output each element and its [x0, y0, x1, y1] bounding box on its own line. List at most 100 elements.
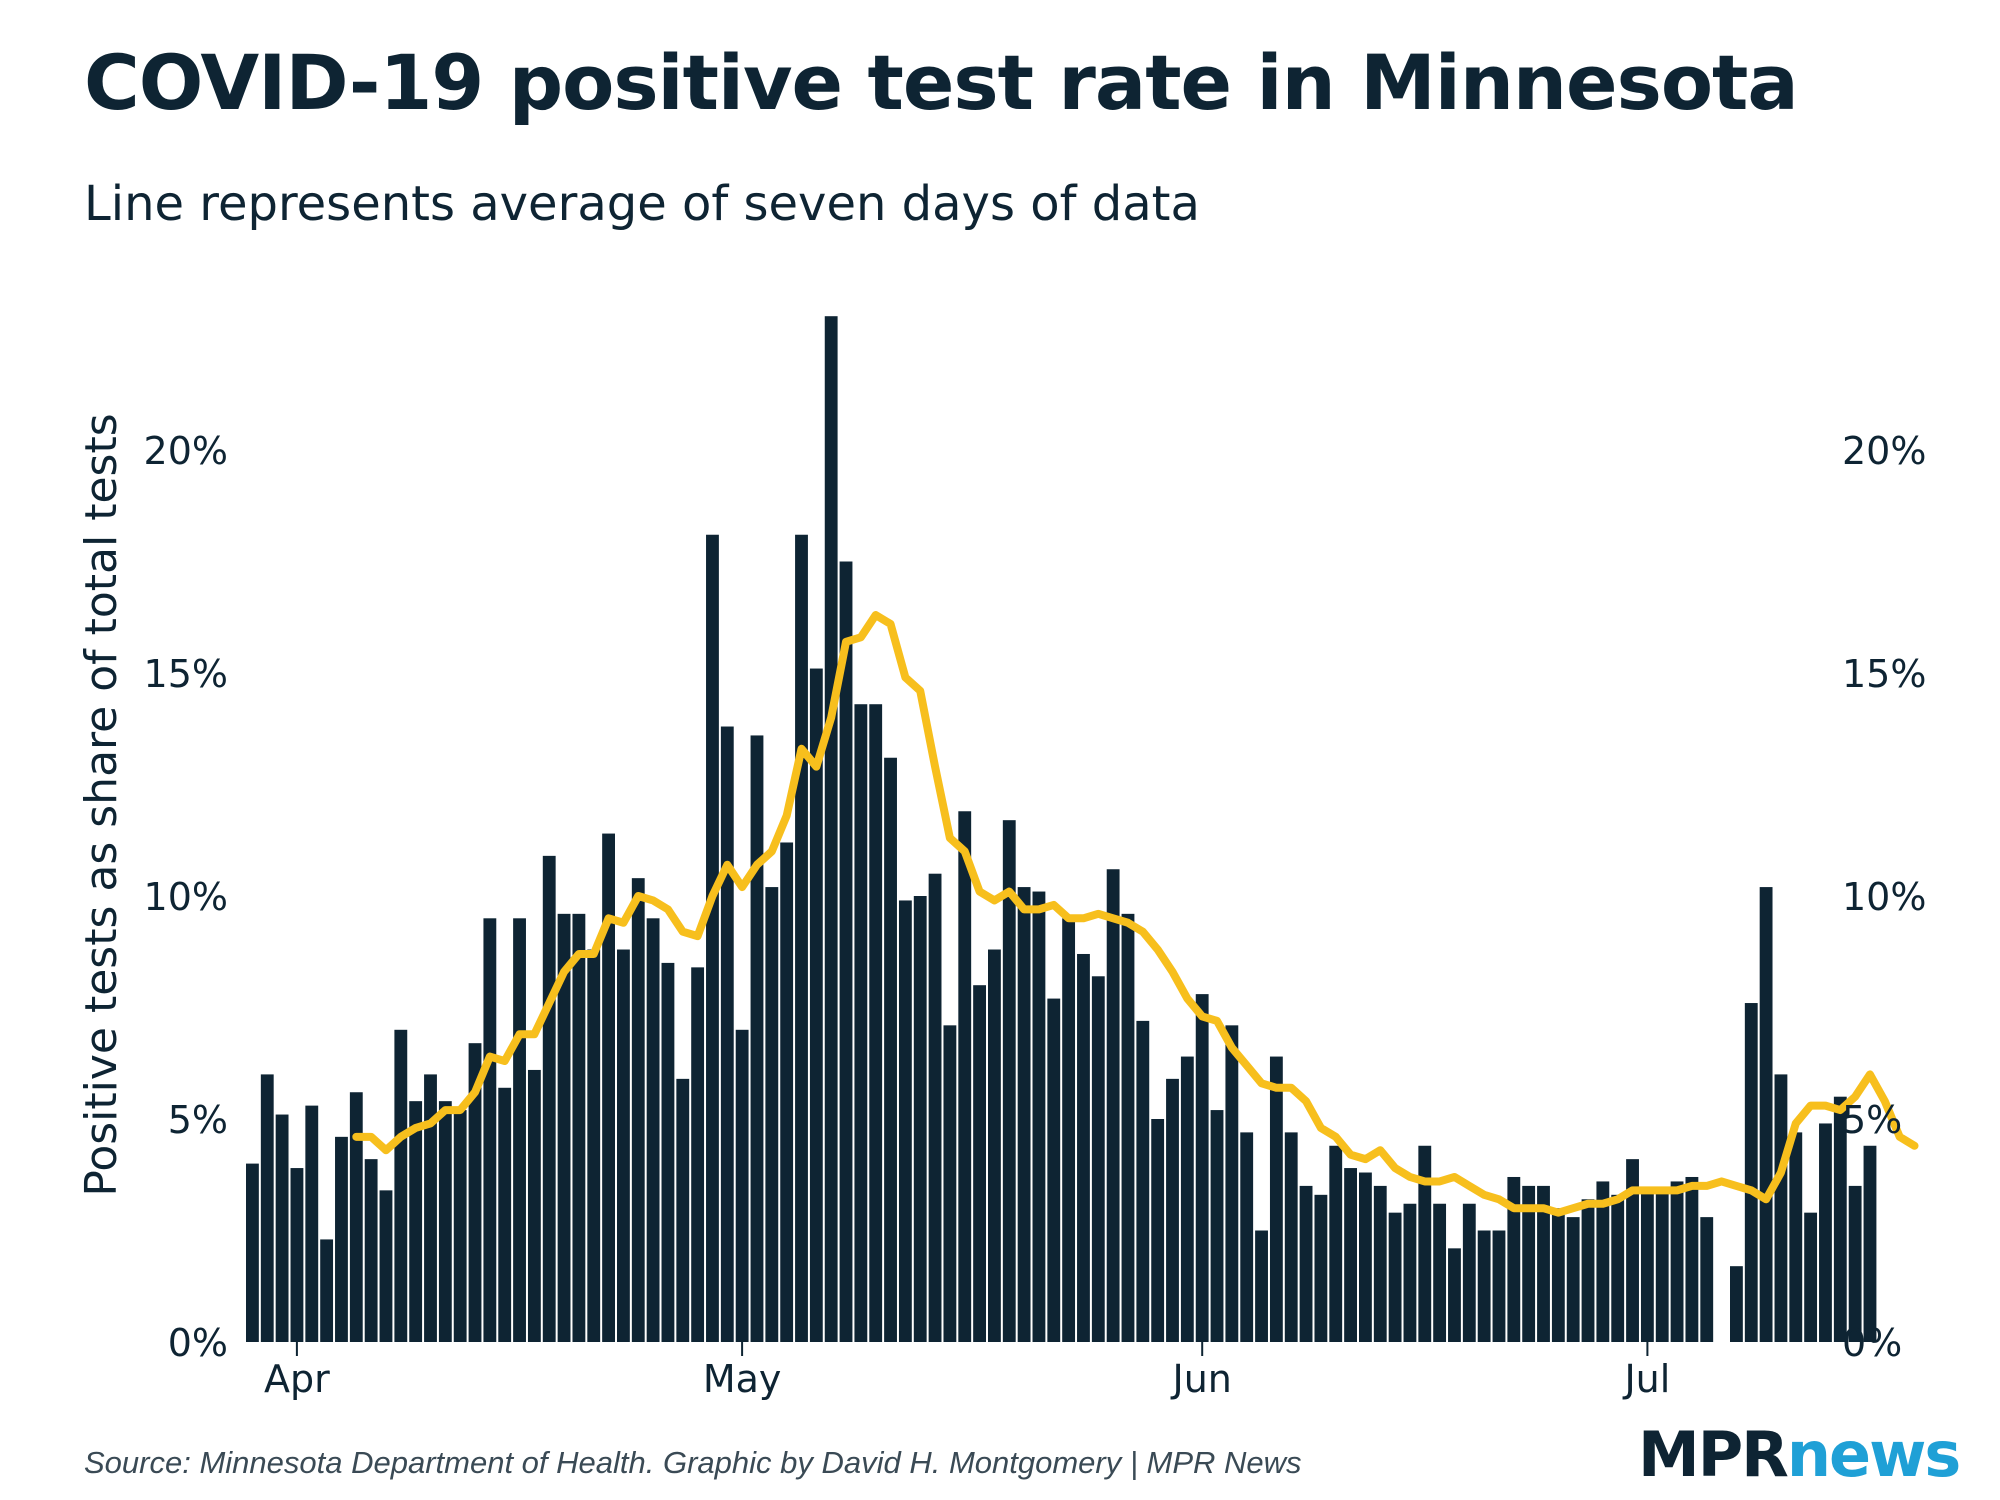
bar: [1403, 1203, 1417, 1342]
bar: [1062, 918, 1076, 1342]
bar: [617, 949, 630, 1342]
bar: [527, 1069, 541, 1342]
bar: [1774, 1074, 1788, 1342]
bar: [364, 1159, 378, 1342]
y-tick-label-left: 5%: [168, 1098, 228, 1142]
y-tick-label-left: 20%: [144, 429, 228, 473]
bar: [928, 873, 942, 1342]
bar: [1195, 994, 1209, 1342]
bar: [1047, 998, 1061, 1342]
bar: [1804, 1212, 1818, 1342]
y-tick-label-right: 15%: [1842, 652, 1926, 696]
bar: [349, 1092, 363, 1342]
bar: [1448, 1248, 1461, 1342]
bar: [1537, 1185, 1550, 1342]
bar: [1759, 887, 1773, 1342]
bar: [1002, 820, 1016, 1342]
bar: [498, 1087, 512, 1342]
bar: [1685, 1176, 1699, 1342]
bar: [1596, 1181, 1610, 1342]
bar: [1730, 1266, 1743, 1342]
bar: [1670, 1181, 1684, 1342]
bar: [1329, 1145, 1343, 1342]
bar: [1789, 1132, 1803, 1342]
y-axis-left: 0% 5% 10% 15% 20%: [144, 429, 228, 1365]
bar: [824, 316, 838, 1343]
bar: [260, 1074, 274, 1342]
mpr-news-logo: MPRnews: [1638, 1418, 1961, 1491]
bar: [869, 704, 883, 1342]
bar: [246, 1163, 259, 1342]
bar: [1359, 1172, 1372, 1342]
bar: [854, 704, 868, 1342]
bar: [691, 967, 705, 1342]
bar: [1388, 1212, 1402, 1342]
bar: [1121, 913, 1135, 1342]
bar: [1492, 1230, 1506, 1342]
bar: [1744, 1003, 1758, 1342]
logo-mpr: MPR: [1638, 1418, 1789, 1491]
bar: [661, 962, 675, 1342]
bar: [1180, 1056, 1194, 1342]
bar: [409, 1101, 423, 1342]
bar: [483, 918, 497, 1342]
x-tick-label: Apr: [264, 1357, 330, 1401]
bar: [1344, 1168, 1357, 1342]
bar: [1017, 887, 1031, 1342]
x-tick-label: Jul: [1622, 1357, 1670, 1401]
bar: [973, 985, 986, 1342]
bar: [1210, 1110, 1224, 1342]
bar: [1269, 1056, 1283, 1342]
bar: [1626, 1159, 1639, 1342]
y-tick-label-left: 10%: [144, 875, 228, 919]
bar: [676, 1078, 690, 1342]
x-axis: Apr May Jun Jul: [264, 1342, 1670, 1401]
y-tick-label-left: 15%: [144, 652, 228, 696]
bar: [438, 1101, 452, 1342]
bar: [720, 726, 734, 1342]
bar: [631, 878, 645, 1342]
bar: [1611, 1194, 1625, 1342]
bar: [1284, 1132, 1298, 1342]
bar: [275, 1114, 289, 1342]
bar: [335, 1136, 348, 1342]
bar: [305, 1105, 319, 1342]
bar: [513, 918, 526, 1342]
bar: [1477, 1230, 1491, 1342]
bar: [1225, 1025, 1239, 1342]
bar: [913, 896, 927, 1342]
bar: [988, 949, 1001, 1342]
y-axis-label: Positive tests as share of total tests: [76, 413, 127, 1196]
y-tick-label-right: 20%: [1842, 429, 1926, 473]
x-tick-label: May: [703, 1357, 782, 1401]
bar: [1819, 1123, 1832, 1342]
page-title: COVID-19 positive test rate in Minnesota: [84, 38, 1799, 127]
average-line: [352, 611, 1919, 1217]
bar: [1032, 891, 1046, 1342]
bar: [884, 757, 897, 1342]
bar: [1136, 1020, 1150, 1342]
bar: [453, 1110, 467, 1342]
y-tick-label-right: 5%: [1842, 1098, 1902, 1142]
y-tick-label-right: 0%: [1842, 1321, 1902, 1365]
bar: [646, 918, 660, 1342]
bar: [1833, 1096, 1847, 1342]
bar: [1640, 1190, 1654, 1342]
bar: [557, 913, 571, 1342]
bar: [1077, 953, 1090, 1342]
average-line-series: [352, 611, 1919, 1217]
bar: [958, 811, 972, 1342]
bar: [1566, 1217, 1580, 1342]
logo-news: news: [1786, 1418, 1961, 1491]
bar: [1255, 1230, 1268, 1342]
bar: [1091, 976, 1105, 1342]
bar: [765, 887, 779, 1342]
bar: [1373, 1185, 1387, 1342]
bar: [780, 842, 794, 1342]
bar: [706, 534, 719, 1342]
bar: [587, 949, 601, 1342]
y-axis-right: 0% 5% 10% 15% 20%: [1842, 429, 1926, 1365]
bar: [468, 1043, 482, 1342]
bar: [1433, 1203, 1447, 1342]
